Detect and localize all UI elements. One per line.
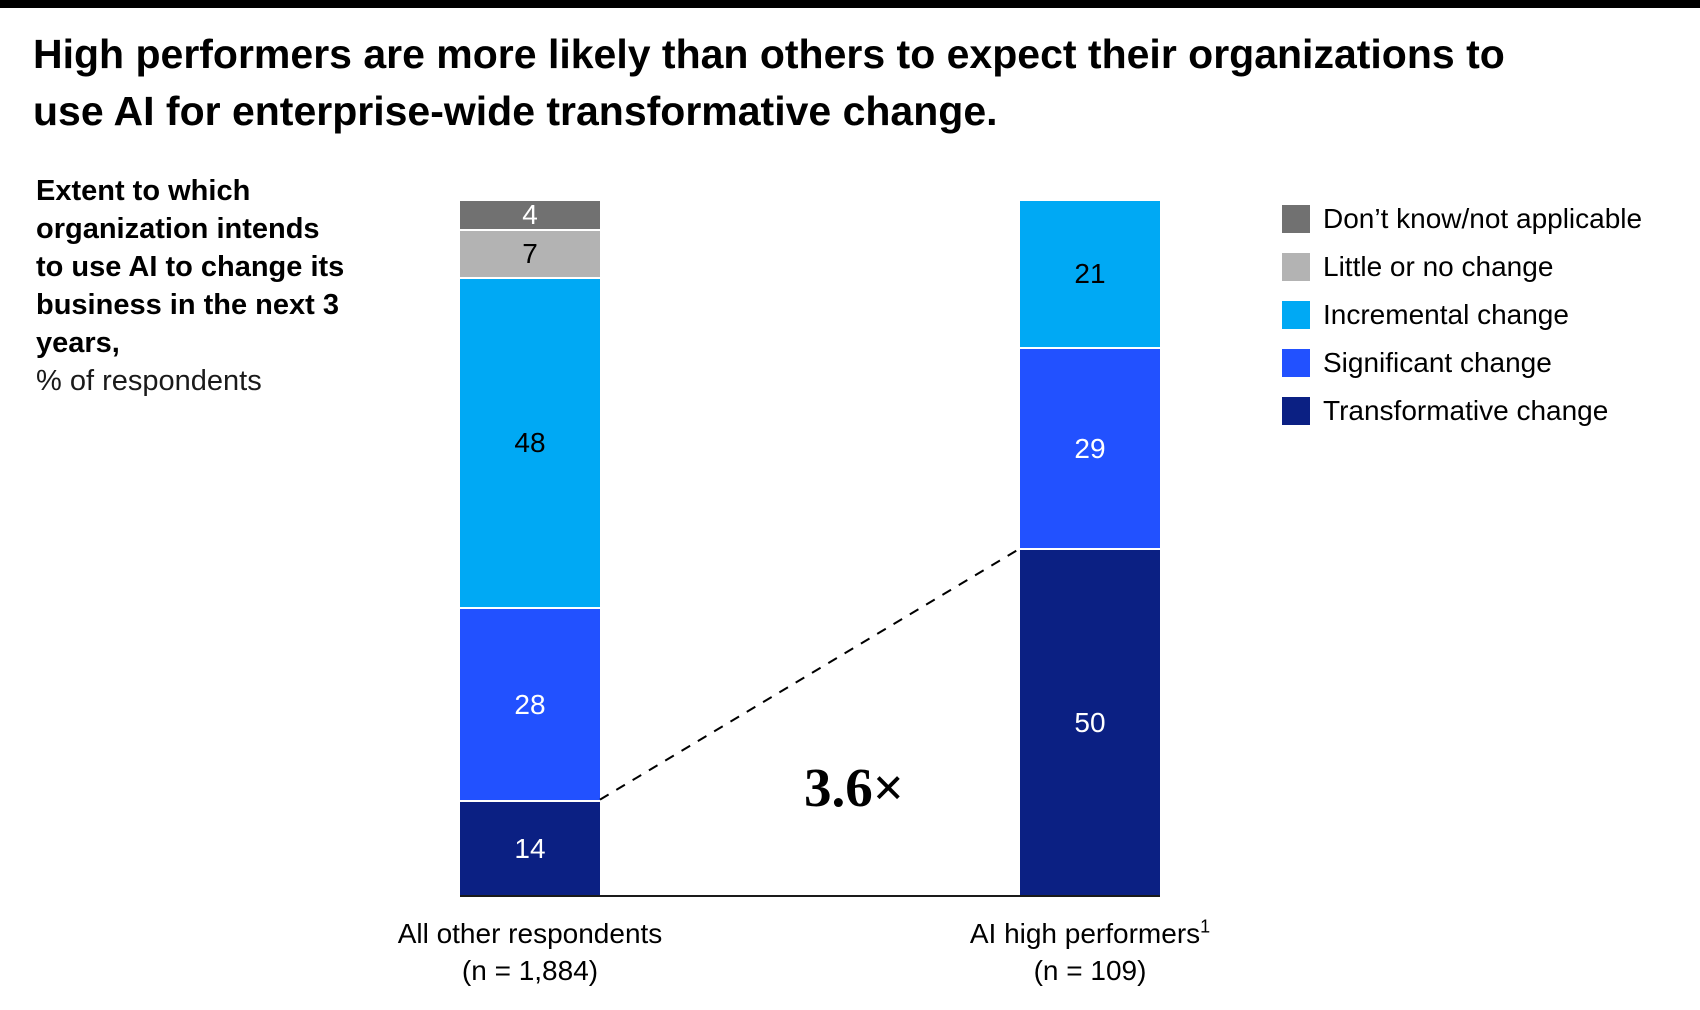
bar-value-label: 50 bbox=[1074, 707, 1106, 739]
category-n: (n = 109) bbox=[1033, 955, 1147, 986]
axis-note-unit: % of respondents bbox=[36, 365, 262, 397]
legend-item: Don’t know/not applicable bbox=[1282, 195, 1642, 243]
bar-segment: 7 bbox=[460, 229, 600, 278]
bar-value-label: 4 bbox=[522, 199, 538, 230]
bar-value-label: 14 bbox=[514, 833, 546, 865]
stacked-bar: 4 7 48 28 14 bbox=[460, 201, 600, 897]
bar-value-label: 28 bbox=[514, 688, 546, 720]
category-name: AI high performers1 bbox=[969, 916, 1211, 949]
legend-swatch bbox=[1282, 205, 1310, 233]
multiplier-annotation: 3.6× bbox=[803, 757, 905, 818]
legend-swatch bbox=[1282, 301, 1310, 329]
category-name: All other respondents bbox=[397, 918, 663, 949]
bar-segment: 50 bbox=[1020, 548, 1160, 896]
bar-value-label: 48 bbox=[514, 427, 546, 459]
bar-value-label: 29 bbox=[1074, 432, 1106, 464]
bar-segment: 21 bbox=[1020, 201, 1160, 347]
legend-item: Little or no change bbox=[1282, 243, 1642, 291]
legend-swatch bbox=[1282, 349, 1310, 377]
page-title: High performers are more likely than oth… bbox=[33, 31, 1505, 134]
legend-label: Don’t know/not applicable bbox=[1323, 203, 1643, 234]
stacked-bar: 21 29 50 bbox=[1020, 201, 1160, 896]
legend-label: Transformative change bbox=[1323, 395, 1609, 426]
category-label-high-performers: AI high performers1 (n = 109) bbox=[870, 915, 1310, 989]
legend-swatch bbox=[1282, 397, 1310, 425]
legend-label: Little or no change bbox=[1323, 251, 1554, 282]
bar-segment: 28 bbox=[460, 607, 600, 801]
x-axis-line bbox=[460, 895, 1160, 897]
bar-segment: 48 bbox=[460, 277, 600, 608]
category-label-all-other: All other respondents (n = 1,884) bbox=[310, 915, 750, 989]
chart-legend: Don’t know/not applicable Little or no ch… bbox=[1282, 195, 1642, 435]
category-n: (n = 1,884) bbox=[461, 955, 599, 986]
legend-item: Incremental change bbox=[1282, 291, 1642, 339]
axis-note-bold: Extent to which organization intends to … bbox=[36, 175, 345, 359]
chart-axis-note: Extent to which organization intends to … bbox=[36, 172, 348, 400]
top-rule bbox=[0, 0, 1700, 8]
bar-value-label: 21 bbox=[1074, 257, 1106, 289]
legend-swatch bbox=[1282, 253, 1310, 281]
legend-item: Significant change bbox=[1282, 339, 1642, 387]
bar-value-label: 7 bbox=[522, 238, 538, 270]
legend-label: Incremental change bbox=[1323, 299, 1569, 330]
legend-item: Transformative change bbox=[1282, 387, 1642, 435]
bar-segment: 4 bbox=[460, 201, 600, 229]
footnote-marker: 1 bbox=[1200, 916, 1211, 937]
bar-segment: 14 bbox=[460, 800, 600, 897]
legend-label: Significant change bbox=[1323, 347, 1552, 378]
bar-segment: 29 bbox=[1020, 346, 1160, 549]
